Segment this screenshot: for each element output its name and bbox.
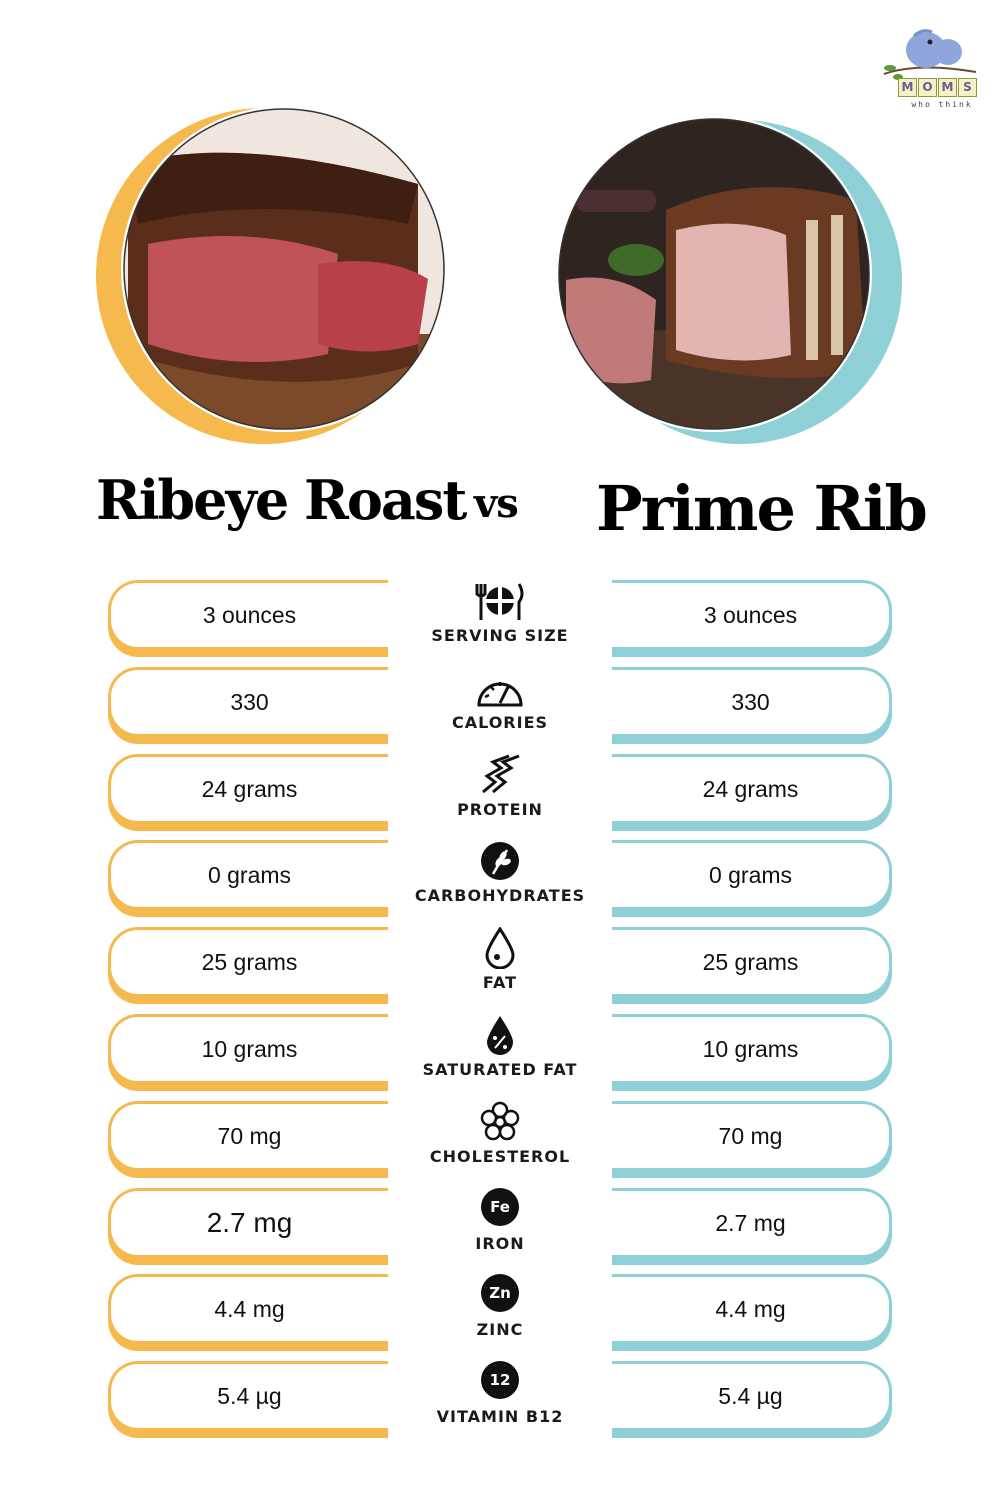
nutrition-row-fat: 25 grams FAT 25 grams: [0, 923, 1000, 1010]
nutrient-label-group: Fe IRON: [395, 1184, 605, 1271]
nutrient-label: CHOLESTEROL: [429, 1147, 571, 1166]
right-value: 2.7 mg: [612, 1188, 892, 1258]
nutrient-label-group: CHOLESTEROL: [395, 1097, 605, 1184]
right-value: 70 mg: [612, 1101, 892, 1171]
b12-badge-icon: 12: [481, 1361, 519, 1399]
right-value: 3 ounces: [612, 580, 892, 650]
left-value: 4.4 mg: [108, 1274, 388, 1344]
right-value: 5.4 µg: [612, 1361, 892, 1431]
nutrition-row-calories: 330 CALORIES 330: [0, 663, 1000, 750]
left-value: 0 grams: [108, 840, 388, 910]
logo-letter: M: [938, 78, 957, 97]
logo-letter: O: [918, 78, 937, 97]
droplet-icon: [485, 927, 515, 969]
moms-who-think-logo: [883, 29, 977, 80]
right-value: 24 grams: [612, 754, 892, 824]
nutrient-label-group: CALORIES: [395, 663, 605, 750]
right-value: 10 grams: [612, 1014, 892, 1084]
ribeye-roast-photo: [96, 106, 447, 444]
right-value: 4.4 mg: [612, 1274, 892, 1344]
right-value: 0 grams: [612, 840, 892, 910]
nutrient-label: CARBOHYDRATES: [414, 886, 586, 905]
droplet-percent-icon: [487, 1016, 513, 1055]
flower-molecule-icon: [480, 1101, 520, 1141]
logo-wordmark: M O M S: [898, 78, 977, 97]
protein-chain-icon: [482, 754, 520, 794]
right-value: 330: [612, 667, 892, 737]
gauge-icon: [477, 682, 523, 707]
prime-rib-photo: [556, 116, 902, 444]
nutrient-label-group: SERVING SIZE: [395, 576, 605, 663]
left-food-title: Ribeye Roast: [96, 468, 467, 532]
nutrition-row-cholesterol: 70 mg CHOLESTEROL 70 mg: [0, 1097, 1000, 1184]
left-value: 330: [108, 667, 388, 737]
right-food-title: Prime Rib: [596, 472, 928, 545]
nutrient-label-group: Zn ZINC: [395, 1270, 605, 1357]
left-value: 10 grams: [108, 1014, 388, 1084]
left-value: 25 grams: [108, 927, 388, 997]
zn-badge-icon: Zn: [481, 1274, 519, 1312]
nutrient-label: FAT: [482, 973, 518, 992]
nutrient-label-group: SATURATED FAT: [395, 1010, 605, 1097]
left-value: 24 grams: [108, 754, 388, 824]
nutrient-label: SATURATED FAT: [422, 1060, 578, 1079]
logo-letter: S: [958, 78, 977, 97]
left-value: 5.4 µg: [108, 1361, 388, 1431]
logo-tagline: who think: [911, 100, 973, 109]
nutrition-row-protein: 24 grams PROTEIN 24 grams: [0, 750, 1000, 837]
left-value: 2.7 mg: [108, 1188, 388, 1258]
nutrient-label: SERVING SIZE: [431, 626, 569, 645]
nutrition-row-saturated-fat: 10 grams SATURATED FAT 10 grams: [0, 1010, 1000, 1097]
versus-label: vs: [474, 480, 519, 527]
nutrition-row-zinc: 4.4 mg Zn ZINC 4.4 mg: [0, 1270, 1000, 1357]
right-value: 25 grams: [612, 927, 892, 997]
nutrition-row-carbohydrates: 0 grams CARBOHYDRATES 0 grams: [0, 836, 1000, 923]
nutrition-row-vitamin-b12: 5.4 µg 12 VITAMIN B12 5.4 µg: [0, 1357, 1000, 1444]
fe-badge-icon: Fe: [481, 1188, 519, 1226]
left-value: 70 mg: [108, 1101, 388, 1171]
left-value: 3 ounces: [108, 580, 388, 650]
nutrition-row-iron: 2.7 mg Fe IRON 2.7 mg: [0, 1184, 1000, 1271]
wheat-icon: [481, 842, 519, 880]
nutrition-row-serving-size: 3 ounces SERVING SIZE 3 ounces: [0, 576, 1000, 663]
nutrient-label: ZINC: [476, 1320, 524, 1339]
nutrient-label: PROTEIN: [457, 800, 543, 819]
nutrient-label: VITAMIN B12: [436, 1407, 564, 1426]
logo-letter: M: [898, 78, 917, 97]
nutrient-label: CALORIES: [451, 713, 549, 732]
nutrient-label: IRON: [475, 1234, 525, 1253]
nutrient-label-group: PROTEIN: [395, 750, 605, 837]
nutrient-label-group: 12 VITAMIN B12: [395, 1357, 605, 1444]
fork-plate-knife-icon: [475, 583, 524, 620]
nutrient-label-group: CARBOHYDRATES: [395, 836, 605, 923]
nutrient-label-group: FAT: [395, 923, 605, 1010]
